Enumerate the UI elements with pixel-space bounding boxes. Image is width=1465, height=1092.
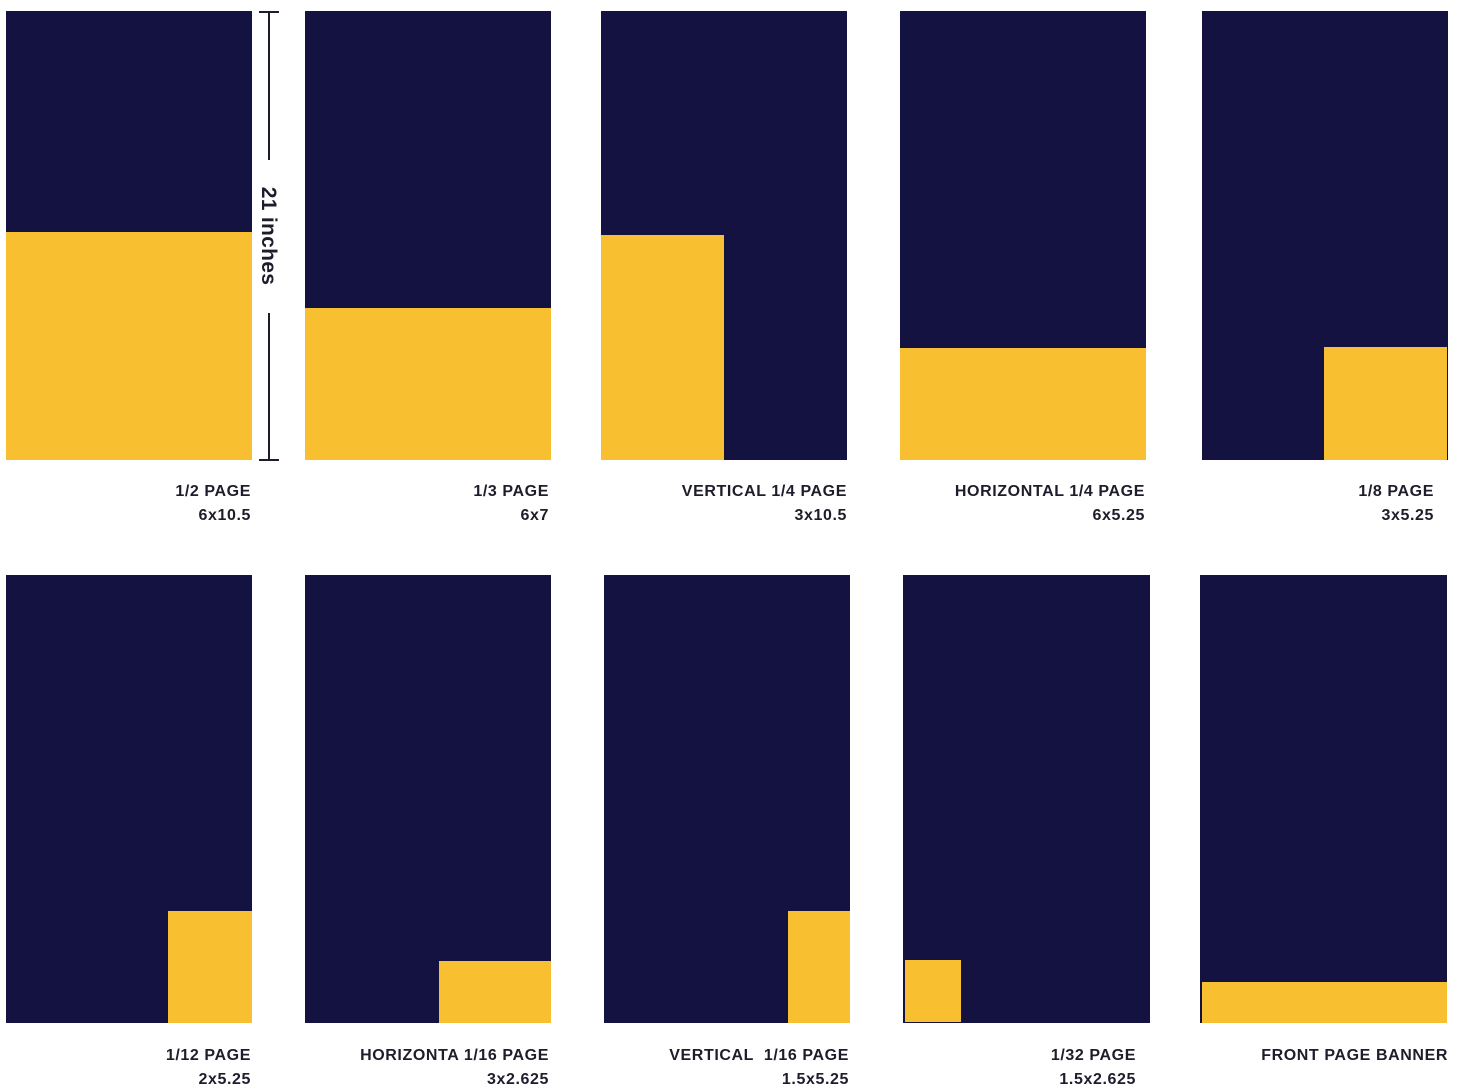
ad-name: 1/32 PAGE	[1050, 1047, 1136, 1064]
ad-size: 2x5.25	[198, 1071, 251, 1088]
dimension-cap-bottom	[259, 459, 279, 461]
ad-size: 6x7	[520, 507, 549, 524]
ad-front-page-banner	[1202, 982, 1447, 1023]
caption-eighth-page: 1/8 PAGE 3x5.25	[1358, 480, 1434, 528]
ad-name: VERTICAL 1/4 PAGE	[681, 483, 847, 500]
page-horizontal-quarter	[900, 11, 1146, 460]
caption-horizontal-sixteenth-page: HORIZONTA 1/16 PAGE 3x2.625	[360, 1044, 549, 1092]
caption-twelfth-page: 1/12 PAGE 2x5.25	[166, 1044, 251, 1092]
ad-size: 6x5.25	[1092, 507, 1145, 524]
ad-twelfth-page	[168, 911, 252, 1023]
ad-size: 1.5x5.25	[781, 1071, 849, 1088]
caption-vertical-sixteenth-page: VERTICAL 1/16 PAGE 1.5x5.25	[669, 1044, 849, 1092]
ad-eighth-page	[1324, 347, 1447, 460]
dimension-line-bottom	[268, 313, 270, 460]
caption-half-page: 1/2 PAGE 6x10.5	[175, 480, 251, 528]
caption-third-page: 1/3 PAGE 6x7	[473, 480, 549, 528]
page-front-banner	[1200, 575, 1447, 1023]
caption-thirty-second-page: 1/32 PAGE 1.5x2.625	[1051, 1044, 1136, 1092]
ad-name: HORIZONTAL 1/4 PAGE	[954, 483, 1145, 500]
caption-front-page-banner: FRONT PAGE BANNER	[1261, 1044, 1448, 1068]
ad-name: 1/3 PAGE	[473, 483, 549, 500]
ad-size: 3x2.625	[486, 1071, 549, 1088]
page-half	[6, 11, 252, 460]
ad-size: 3x5.25	[1381, 507, 1434, 524]
ad-name: HORIZONTA 1/16 PAGE	[360, 1047, 549, 1064]
page-eighth	[1202, 11, 1448, 460]
page-twelfth	[6, 575, 252, 1023]
page-vertical-quarter	[601, 11, 847, 460]
page-vertical-sixteenth	[604, 575, 850, 1023]
ad-name: FRONT PAGE BANNER	[1261, 1047, 1448, 1064]
ad-half-page	[6, 232, 252, 460]
page-thirty-second	[903, 575, 1150, 1023]
ad-horizontal-sixteenth-page	[439, 961, 551, 1023]
dimension-line-top	[268, 11, 270, 160]
ad-name: 1/2 PAGE	[175, 483, 251, 500]
caption-horizontal-quarter-page: HORIZONTAL 1/4 PAGE 6x5.25	[955, 480, 1145, 528]
ad-name: 1/8 PAGE	[1358, 483, 1434, 500]
ad-horizontal-quarter-page	[900, 348, 1146, 460]
ad-size: 6x10.5	[198, 507, 251, 524]
page-third	[305, 11, 551, 460]
page-horizontal-sixteenth	[305, 575, 551, 1023]
ad-name: 1/12 PAGE	[165, 1047, 251, 1064]
ad-third-page	[305, 308, 551, 460]
ad-vertical-sixteenth-page	[788, 911, 850, 1023]
ad-thirty-second-page	[905, 960, 961, 1022]
caption-vertical-quarter-page: VERTICAL 1/4 PAGE 3x10.5	[682, 480, 847, 528]
ad-size: 1.5x2.625	[1059, 1071, 1136, 1088]
ad-name: VERTICAL 1/16 PAGE	[669, 1047, 849, 1064]
ad-vertical-quarter-page	[601, 235, 724, 460]
ad-size: 3x10.5	[794, 507, 847, 524]
